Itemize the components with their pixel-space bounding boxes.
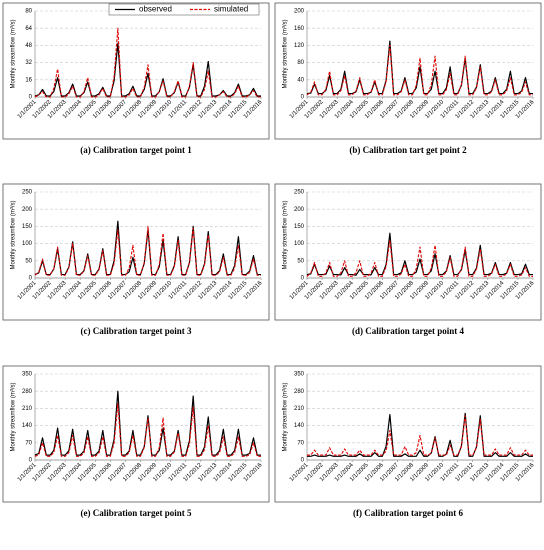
panel-frame [2, 2, 270, 140]
y-tick-label: 48 [25, 43, 32, 49]
y-axis-label: Monthly streamflow (m³/s) [11, 382, 17, 451]
y-axis-label: Monthly streamflow (m³/s) [11, 19, 17, 88]
panel-frame [274, 183, 542, 321]
y-tick-label: 70 [297, 440, 304, 446]
y-tick-label: 160 [294, 26, 305, 32]
y-tick-label: 140 [22, 423, 33, 429]
y-tick-label: 250 [22, 190, 33, 196]
series-line [34, 402, 261, 457]
caption: (f) Calibration target point 6 [353, 508, 463, 518]
series-line [34, 390, 261, 456]
panel-frame [274, 365, 542, 503]
y-tick-label: 80 [25, 9, 32, 15]
legend-label: observed [139, 5, 172, 14]
y-tick-label: 16 [25, 77, 32, 83]
y-tick-label: 200 [22, 207, 33, 213]
y-tick-label: 70 [25, 440, 32, 446]
y-tick-label: 140 [294, 423, 305, 429]
y-tick-label: 210 [294, 406, 305, 412]
y-tick-label: 50 [25, 258, 32, 264]
y-axis-label: Monthly streamflow (m³/s) [283, 200, 289, 269]
panel-frame [2, 183, 270, 321]
y-tick-label: 0 [29, 458, 33, 464]
y-tick-label: 40 [297, 77, 304, 83]
series-line [306, 44, 533, 96]
y-axis-label: Monthly streamflow (m³/s) [283, 382, 289, 451]
series-line [307, 412, 533, 457]
caption: (e) Calibration target point 5 [81, 508, 192, 518]
caption: (a) Calibration target point 1 [80, 145, 192, 155]
y-tick-label: 120 [294, 43, 305, 49]
y-tick-label: 150 [294, 224, 305, 230]
y-tick-label: 50 [297, 258, 304, 264]
y-tick-label: 200 [294, 9, 305, 15]
y-tick-label: 280 [294, 389, 305, 395]
y-tick-label: 100 [294, 241, 305, 247]
series-line [306, 239, 533, 277]
series-line [306, 232, 533, 276]
series-line [34, 225, 261, 276]
series-line [306, 40, 533, 95]
caption: (d) Calibration target point 4 [352, 326, 464, 336]
legend-box [108, 3, 260, 16]
y-tick-label: 200 [294, 207, 305, 213]
series-line [34, 42, 261, 97]
y-tick-label: 280 [22, 389, 33, 395]
y-tick-label: 350 [294, 372, 305, 378]
y-tick-label: 350 [22, 372, 33, 378]
y-tick-label: 0 [301, 95, 305, 101]
y-tick-label: 250 [294, 190, 305, 196]
panel-frame [274, 2, 542, 140]
y-tick-label: 64 [25, 26, 32, 32]
y-axis-label: Monthly streamflow (m³/s) [11, 200, 17, 269]
legend-label: simulated [214, 5, 248, 14]
y-tick-label: 150 [22, 224, 33, 230]
legend: observed simulated [108, 3, 260, 16]
y-tick-label: 210 [22, 406, 33, 412]
panel-frame [2, 365, 270, 503]
caption: (b) Calibration tart get point 2 [349, 145, 467, 155]
y-tick-label: 32 [25, 60, 32, 66]
y-tick-label: 0 [29, 95, 33, 101]
y-tick-label: 0 [301, 458, 305, 464]
y-axis-label: Monthly streamflow (m³/s) [283, 19, 289, 88]
y-tick-label: 0 [301, 276, 305, 282]
y-tick-label: 0 [29, 276, 33, 282]
series-line [34, 27, 261, 98]
y-tick-label: 80 [297, 60, 304, 66]
series-line [307, 415, 533, 456]
caption: (c) Calibration target point 3 [81, 326, 192, 336]
y-tick-label: 100 [22, 241, 33, 247]
